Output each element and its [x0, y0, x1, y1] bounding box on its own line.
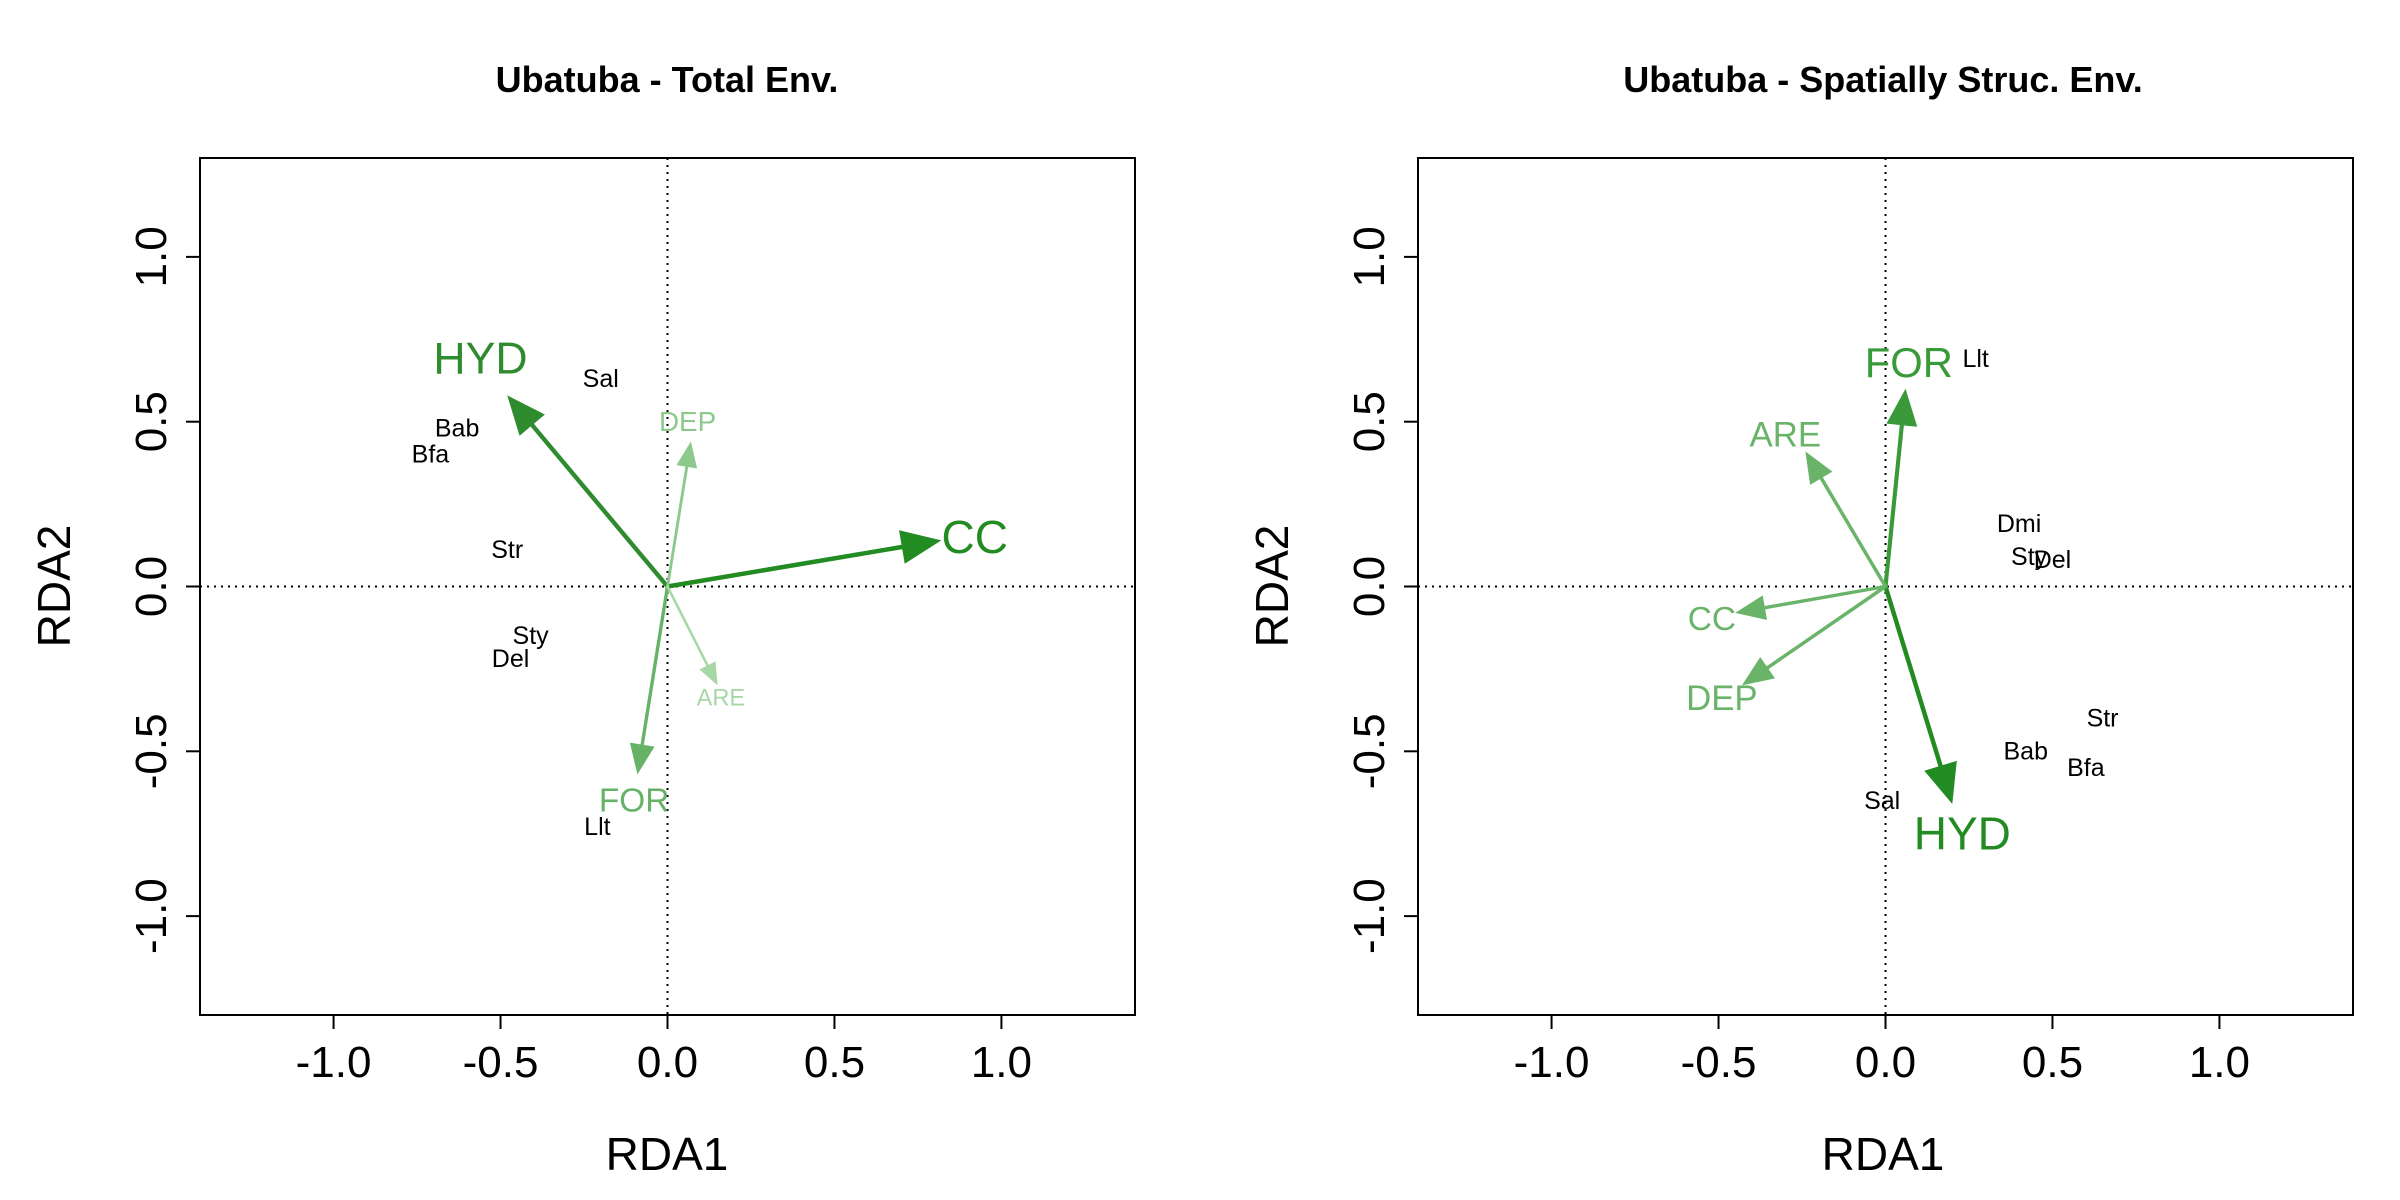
y-tick-label: 0.0: [1345, 556, 1394, 617]
panel-title: Ubatuba - Spatially Struc. Env.: [1623, 59, 2142, 100]
arrow-shaft: [665, 544, 905, 589]
x-axis-label: RDA1: [1822, 1128, 1945, 1180]
arrow-head: [1886, 388, 1918, 427]
y-tick-label: -0.5: [127, 713, 176, 789]
arrow-head: [1735, 595, 1768, 620]
x-tick-label: 0.0: [637, 1038, 698, 1087]
species-label-bab: Bab: [2004, 737, 2048, 765]
arrow-shaft: [1883, 423, 1904, 589]
species-label-sal: Sal: [583, 365, 619, 393]
arrow-label: CC: [941, 511, 1007, 563]
arrow-head: [507, 395, 545, 436]
arrow-shaft: [1765, 584, 1888, 670]
arrow-head: [1741, 656, 1775, 686]
y-tick-label: 1.0: [127, 226, 176, 287]
arrow-shaft: [666, 585, 709, 667]
env-arrow-are: ARE: [1750, 415, 1888, 589]
x-tick-label: -1.0: [1514, 1038, 1590, 1087]
arrow-shaft: [1883, 584, 1943, 769]
arrow-head: [1805, 451, 1833, 485]
arrow-label: HYD: [1914, 808, 2011, 860]
y-tick-label: -1.0: [127, 878, 176, 954]
x-tick-label: -0.5: [463, 1038, 539, 1087]
y-tick-label: 0.5: [1345, 391, 1394, 452]
env-arrow-for: FOR: [1865, 339, 1953, 589]
y-tick-label: 0.5: [127, 391, 176, 452]
species-label-bfa: Bfa: [412, 441, 450, 469]
y-axis-label: RDA2: [28, 525, 80, 648]
env-arrow-hyd: HYD: [1883, 584, 2011, 860]
panel-total-env: Ubatuba - Total Env. RDA1 RDA2 -1.0 -0.5 0…: [28, 59, 1136, 1180]
y-tick-label: 0.0: [127, 556, 176, 617]
arrow-shaft: [530, 422, 670, 589]
species-label-str: Str: [491, 536, 523, 564]
x-tick-label: 0.0: [1855, 1038, 1916, 1087]
arrow-label: FOR: [599, 782, 669, 819]
arrow-head: [629, 742, 655, 775]
arrow-label: ARE: [1750, 415, 1822, 454]
species-label-bfa: Bfa: [2067, 754, 2105, 782]
env-arrow-cc: CC: [1688, 584, 1888, 638]
arrow-label: DEP: [659, 406, 716, 437]
env-arrow-dep: DEP: [659, 406, 716, 588]
env-arrow-dep: DEP: [1686, 584, 1888, 718]
arrow-label: DEP: [1686, 679, 1758, 718]
species-label-sty: Sty: [2011, 543, 2048, 571]
x-tick-label: 1.0: [971, 1038, 1032, 1087]
species-label-dmi: Dmi: [1997, 510, 2041, 538]
arrow-head: [899, 530, 942, 564]
x-tick-label: 0.5: [2022, 1038, 2083, 1087]
env-arrow-are: ARE: [666, 585, 746, 712]
y-tick-label: -0.5: [1345, 713, 1394, 789]
arrow-head: [699, 661, 718, 686]
arrow-shaft: [1763, 584, 1888, 610]
arrow-label: ARE: [697, 686, 746, 712]
species-label-sty: Sty: [513, 622, 550, 650]
arrow-label: FOR: [1865, 339, 1953, 386]
panel-spatially-structured-env: Ubatuba - Spatially Struc. Env. RDA1 RDA…: [1246, 59, 2354, 1180]
species-label-del: Del: [2034, 546, 2072, 574]
species-label-sal: Sal: [1864, 787, 1900, 815]
env-arrow-for: FOR: [599, 584, 670, 819]
species-label-str: Str: [2087, 704, 2119, 732]
arrow-shaft: [1819, 476, 1888, 589]
species-label-bab: Bab: [435, 414, 479, 442]
x-tick-label: -0.5: [1681, 1038, 1757, 1087]
y-tick-label: -1.0: [1345, 878, 1394, 954]
y-axis-label: RDA2: [1246, 525, 1298, 648]
arrow-shaft: [666, 465, 689, 588]
y-tick-label: 1.0: [1345, 226, 1394, 287]
arrow-shaft: [640, 584, 670, 747]
x-tick-label: 0.5: [804, 1038, 865, 1087]
x-tick-label: -1.0: [296, 1038, 372, 1087]
panel-title: Ubatuba - Total Env.: [496, 59, 839, 100]
arrow-label: CC: [1688, 601, 1736, 638]
env-arrow-hyd: HYD: [433, 335, 670, 589]
species-label-llt: Llt: [1962, 345, 1988, 373]
x-tick-label: 1.0: [2189, 1038, 2250, 1087]
env-arrow-cc: CC: [665, 511, 1008, 589]
x-axis-label: RDA1: [606, 1128, 729, 1180]
arrow-head: [1924, 760, 1957, 805]
arrow-label: HYD: [433, 335, 527, 384]
species-label-del: Del: [492, 645, 530, 673]
species-label-llt: Llt: [584, 813, 610, 841]
arrow-head: [676, 441, 698, 469]
